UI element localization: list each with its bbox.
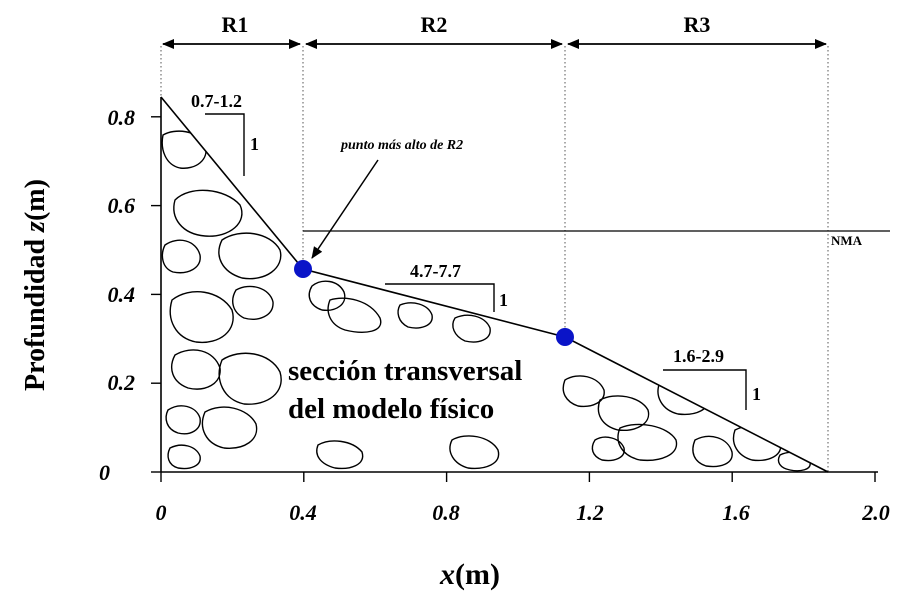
y-tick-label: 0 bbox=[99, 460, 110, 485]
slope-r1-rise: 1 bbox=[250, 134, 259, 154]
point-r2-end bbox=[556, 328, 574, 346]
axes bbox=[160, 97, 878, 473]
region-r2-label: R2 bbox=[421, 12, 448, 37]
y-tick-label: 0.6 bbox=[108, 193, 136, 218]
x-tick-label: 1.6 bbox=[722, 500, 750, 525]
y-tick-label: 0.8 bbox=[108, 105, 136, 130]
slope-r3-run: 1.6-2.9 bbox=[673, 346, 724, 366]
slope-r1-run: 0.7-1.2 bbox=[191, 91, 242, 111]
region-r1-label: R1 bbox=[222, 12, 249, 37]
slope-marker-r1 bbox=[205, 113, 245, 176]
x-tick-label: 0.4 bbox=[289, 500, 317, 525]
point-r2-top bbox=[294, 260, 312, 278]
y-axis-title: Profundidad z(m) bbox=[20, 179, 51, 391]
slope-r3-rise: 1 bbox=[752, 384, 761, 404]
x-tick-label: 2.0 bbox=[861, 500, 890, 525]
annotation-arrow bbox=[311, 159, 379, 259]
x-tick-label: 0.8 bbox=[432, 500, 460, 525]
profile-line bbox=[160, 96, 829, 473]
slope-r2-rise: 1 bbox=[499, 290, 508, 310]
highest-point-annotation: punto más alto de R2 bbox=[340, 138, 463, 153]
x-tick-label: 0 bbox=[156, 500, 167, 525]
x-axis-title: x(m) bbox=[439, 558, 500, 591]
slope-marker-r2 bbox=[385, 283, 495, 312]
y-tick-label: 0.4 bbox=[108, 282, 136, 307]
y-tick-label: 0.2 bbox=[108, 370, 136, 395]
region-r3-label: R3 bbox=[684, 12, 711, 37]
slope-marker-r3 bbox=[663, 369, 747, 410]
region-boundary-lines bbox=[160, 46, 829, 472]
y-axis-ticks bbox=[151, 116, 161, 473]
x-axis-ticks bbox=[160, 472, 876, 482]
slope-r2-run: 4.7-7.7 bbox=[410, 261, 461, 281]
x-tick-label: 1.2 bbox=[576, 500, 604, 525]
rock-fill-texture bbox=[161, 130, 811, 472]
slope-markers bbox=[205, 113, 747, 410]
section-title-line2: del modelo físico bbox=[288, 393, 494, 425]
section-title-line1: sección transversal bbox=[288, 355, 522, 387]
water-level-label: NMA bbox=[831, 233, 863, 248]
